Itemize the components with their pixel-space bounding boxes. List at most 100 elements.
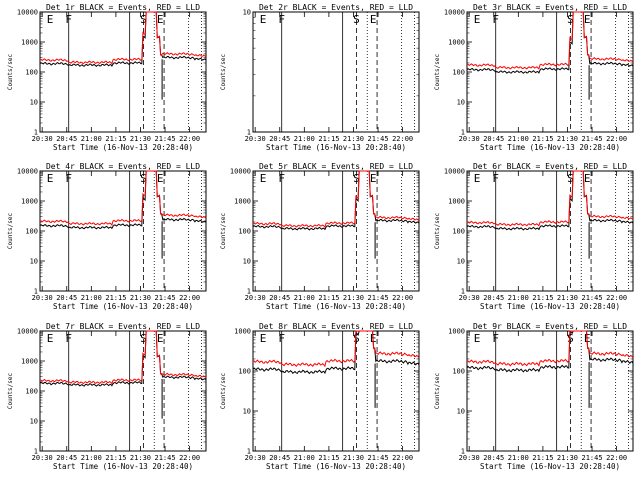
x-tick-label: 22:00: [392, 135, 413, 143]
x-tick-label: 20:45: [56, 294, 77, 302]
x-axis-label: Start Time (16-Nov-13 20:28:40): [266, 143, 406, 152]
plot-frame: [466, 330, 634, 452]
x-tick-label: 21:30: [557, 294, 578, 302]
event-label: S: [353, 172, 360, 185]
x-tick-label: 22:00: [392, 454, 413, 462]
x-tick-label: 21:15: [318, 294, 339, 302]
x-tick-label: 21:30: [557, 135, 578, 143]
y-tick-label: 100: [25, 388, 38, 396]
x-tick-label: 22:00: [606, 294, 627, 302]
y-tick-label: 100: [452, 368, 465, 376]
x-tick-label: 20:30: [32, 294, 53, 302]
x-tick-label: 20:45: [483, 135, 504, 143]
y-tick-label: 10: [457, 408, 465, 416]
x-tick-label: 22:00: [606, 135, 627, 143]
y-tick-label: 1: [461, 129, 465, 137]
x-tick-label: 20:45: [269, 135, 290, 143]
y-tick-label: 1: [34, 448, 38, 456]
y-tick-label: 10000: [17, 9, 38, 17]
event-label: E: [157, 332, 164, 345]
event-label: E: [260, 13, 267, 26]
x-tick-label: 21:00: [81, 454, 102, 462]
plot-frame: [39, 170, 207, 292]
x-tick-label: 21:15: [105, 135, 126, 143]
chart-title: Det 4r BLACK = Events, RED = LLD: [46, 162, 200, 171]
event-label: E: [260, 172, 267, 185]
x-axis-label: Start Time (16-Nov-13 20:28:40): [53, 462, 193, 471]
x-tick-label: 21:45: [368, 135, 389, 143]
y-tick-label: 10000: [230, 168, 251, 176]
chart-panel-1: Det 1r BLACK = Events, RED = LLD 1 10 100 10…: [7, 3, 207, 152]
y-tick-label: 10: [243, 408, 251, 416]
x-tick-label: 22:00: [179, 454, 200, 462]
x-tick-label: 22:00: [179, 294, 200, 302]
x-tick-label: 21:45: [155, 454, 176, 462]
x-tick-label: 21:00: [294, 135, 315, 143]
y-tick-label: 1000: [21, 39, 38, 47]
y-tick-label: 1000: [21, 198, 38, 206]
x-tick-label: 21:00: [508, 454, 529, 462]
event-label: S: [567, 172, 574, 185]
y-tick-label: 10: [457, 99, 465, 107]
series-line-lld: [39, 11, 207, 65]
y-tick-label: 1: [34, 129, 38, 137]
x-axis-label: Start Time (16-Nov-13 20:28:40): [480, 462, 620, 471]
series-line-lld: [466, 11, 634, 70]
chart-panel-8: Det 8r BLACK = Events, RED = LLD 1 10 100 10…: [220, 322, 420, 471]
x-tick-label: 22:00: [606, 454, 627, 462]
x-tick-label: 21:00: [81, 135, 102, 143]
y-tick-label: 1: [247, 129, 251, 137]
event-label: F: [278, 13, 285, 26]
x-tick-label: 21:00: [508, 294, 529, 302]
x-tick-label: 20:45: [483, 294, 504, 302]
y-tick-label: 100: [238, 368, 251, 376]
chart-title: Det 5r BLACK = Events, RED = LLD: [259, 162, 413, 171]
event-label: E: [584, 13, 591, 26]
x-tick-label: 21:15: [318, 135, 339, 143]
event-label: S: [567, 332, 574, 345]
x-axis-label: Start Time (16-Nov-13 20:28:40): [53, 302, 193, 311]
plot-frame: [466, 11, 634, 133]
x-axis-label: Start Time (16-Nov-13 20:28:40): [480, 302, 620, 311]
event-label: S: [567, 13, 574, 26]
x-tick-label: 21:15: [532, 135, 553, 143]
y-tick-label: 1000: [234, 328, 251, 336]
y-axis-label: Counts/sec: [220, 213, 227, 250]
plot-frame: [39, 11, 207, 133]
y-tick-label: 100: [452, 228, 465, 236]
x-tick-label: 21:30: [343, 454, 364, 462]
plot-frame: [466, 170, 634, 292]
chart-title: Det 2r BLACK = Events, RED = LLD: [259, 3, 413, 12]
x-tick-label: 20:30: [245, 454, 266, 462]
chart-panel-2: Det 2r BLACK = Events, RED = LLD 1 10 Count…: [220, 3, 420, 152]
x-tick-label: 20:45: [56, 454, 77, 462]
series-line-events: [466, 170, 634, 231]
y-axis-label: Counts/sec: [220, 54, 227, 91]
event-label: E: [584, 172, 591, 185]
event-label: S: [140, 13, 147, 26]
y-tick-label: 10: [30, 418, 38, 426]
y-tick-label: 100: [25, 69, 38, 77]
y-tick-label: 10: [243, 258, 251, 266]
series-line-events: [39, 170, 207, 230]
x-tick-label: 22:00: [392, 294, 413, 302]
series-line-lld: [466, 170, 634, 227]
event-label: E: [474, 332, 481, 345]
x-tick-label: 21:45: [582, 294, 603, 302]
chart-title: Det 3r BLACK = Events, RED = LLD: [473, 3, 627, 12]
x-tick-label: 20:30: [32, 454, 53, 462]
y-tick-label: 10: [30, 99, 38, 107]
x-tick-label: 21:30: [343, 135, 364, 143]
chart-panel-3: Det 3r BLACK = Events, RED = LLD 1 10 100 10…: [434, 3, 634, 152]
event-label: F: [278, 172, 285, 185]
x-tick-label: 21:45: [368, 294, 389, 302]
event-label: S: [353, 13, 360, 26]
y-tick-label: 1: [461, 288, 465, 296]
plot-frame: [252, 170, 420, 292]
y-tick-label: 100: [25, 228, 38, 236]
x-tick-label: 21:00: [294, 454, 315, 462]
event-label: S: [140, 332, 147, 345]
series-line-events: [466, 330, 634, 373]
y-tick-label: 1000: [234, 198, 251, 206]
y-tick-label: 1: [247, 448, 251, 456]
